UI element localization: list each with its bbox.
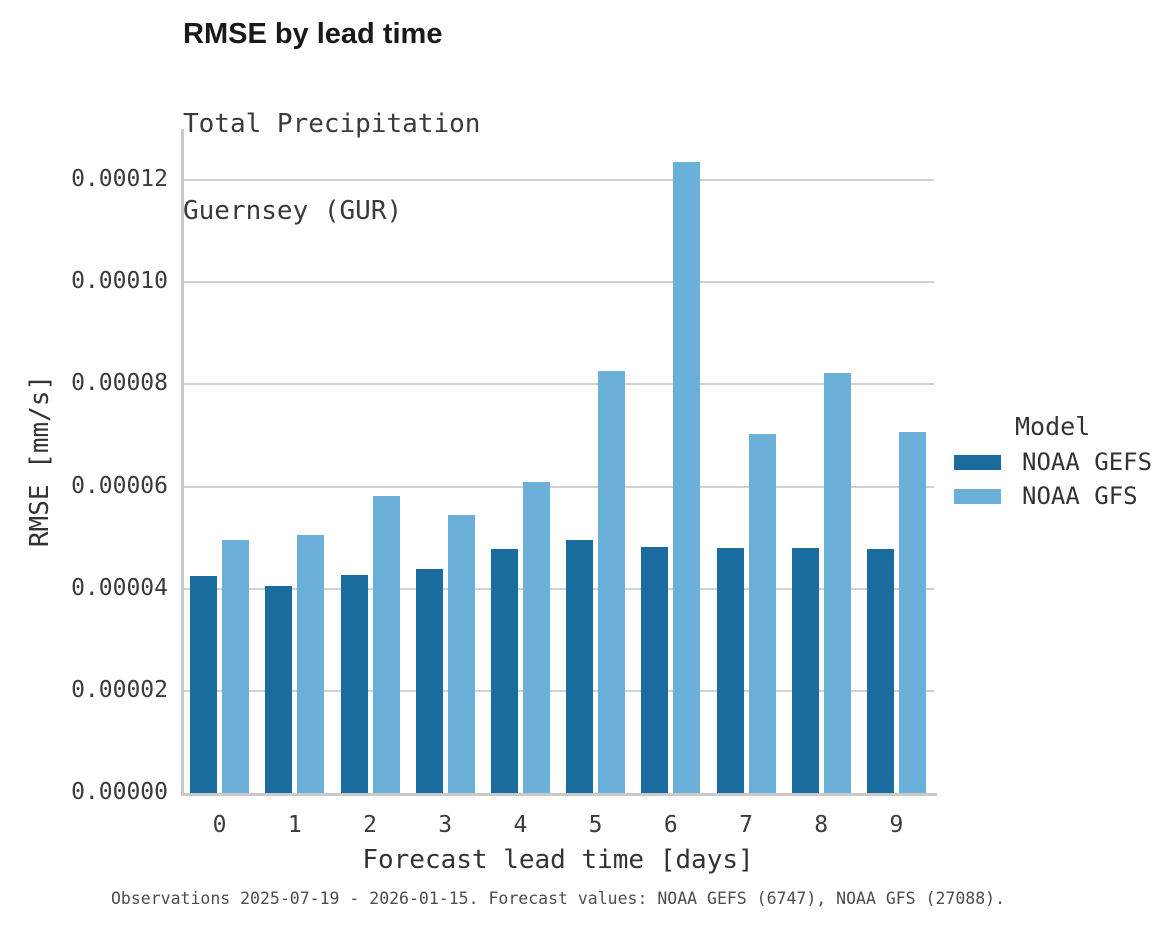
bar-noaa-gefs-lead-4	[490, 549, 518, 793]
bar-noaa-gefs-lead-9	[866, 548, 894, 793]
legend-item-label: NOAA GEFS	[1022, 448, 1153, 476]
bar-noaa-gefs-lead-3	[415, 568, 443, 793]
x-tick-label-4: 4	[513, 812, 528, 838]
y-tick-label-0.00004: 0.00004	[71, 574, 168, 601]
gridline-0.00004	[184, 587, 934, 590]
x-axis-line	[181, 793, 937, 796]
y-tick-label-0.00006: 0.00006	[71, 472, 168, 499]
bar-noaa-gfs-lead-9	[898, 431, 926, 793]
legend-items: NOAA GEFS NOAA GFS	[954, 448, 1152, 510]
x-tick-label-1: 1	[287, 812, 302, 838]
y-axis-title: RMSE [mm/s]	[25, 374, 55, 548]
x-tick-label-7: 7	[739, 812, 753, 838]
bar-noaa-gfs-lead-3	[447, 515, 475, 793]
bar-noaa-gfs-lead-5	[598, 370, 626, 793]
legend-swatch-noaa-gefs	[954, 454, 1001, 470]
y-tick-label-0.00000: 0.00000	[71, 778, 168, 805]
x-tick-label-6: 6	[663, 812, 678, 838]
gridline-0.00002	[184, 689, 934, 692]
gridline-0.00010	[184, 281, 934, 284]
x-axis-title: Forecast lead time [days]	[362, 845, 754, 875]
x-tick-label-8: 8	[814, 812, 829, 838]
bar-noaa-gefs-lead-8	[791, 547, 819, 793]
bar-noaa-gfs-lead-7	[748, 433, 776, 793]
bar-noaa-gfs-lead-0	[222, 539, 250, 793]
plot-area	[182, 129, 934, 793]
y-axis-line	[181, 129, 184, 796]
legend-title: Model	[1015, 412, 1091, 441]
chart-subtitle-line-1: Total Precipitation	[183, 109, 481, 139]
legend-swatch-noaa-gfs	[954, 488, 1001, 504]
gridline-0.00006	[184, 485, 934, 488]
bar-noaa-gfs-lead-8	[823, 372, 851, 793]
bar-noaa-gfs-lead-6	[673, 162, 701, 793]
gridline-0.00012	[184, 179, 934, 182]
bar-noaa-gefs-lead-1	[265, 586, 293, 793]
bar-noaa-gefs-lead-6	[641, 546, 669, 793]
bar-noaa-gfs-lead-2	[372, 496, 400, 793]
legend-item-label: NOAA GFS	[1022, 482, 1138, 510]
bar-noaa-gefs-lead-7	[716, 547, 744, 793]
bar-noaa-gfs-lead-4	[522, 482, 550, 793]
bar-noaa-gefs-lead-0	[190, 575, 218, 793]
chart-subtitle: Total Precipitation Guernsey (GUR)	[183, 52, 480, 284]
x-tick-label-9: 9	[889, 812, 904, 838]
x-tick-label-5: 5	[588, 812, 603, 838]
x-tick-label-2: 2	[363, 812, 377, 838]
bar-noaa-gfs-lead-1	[297, 535, 325, 793]
x-tick-label-3: 3	[438, 812, 453, 838]
legend-item-noaa-gefs: NOAA GEFS	[954, 448, 1152, 476]
y-tick-label-0.00002: 0.00002	[71, 676, 168, 703]
bar-noaa-gefs-lead-5	[566, 540, 594, 793]
legend-item-noaa-gfs: NOAA GFS	[954, 482, 1152, 510]
y-tick-label-0.00012: 0.00012	[71, 166, 168, 193]
bar-noaa-gefs-lead-2	[340, 574, 368, 793]
y-tick-label-0.00008: 0.00008	[71, 370, 168, 397]
x-tick-label-0: 0	[212, 812, 227, 838]
chart-title: RMSE by lead time	[183, 18, 443, 50]
caption-text: Observations 2025-07-19 - 2026-01-15. Fo…	[110, 889, 1006, 908]
chart-subtitle-line-2: Guernsey (GUR)	[183, 196, 403, 226]
y-tick-label-0.00010: 0.00010	[71, 268, 168, 295]
gridline-0.00008	[184, 383, 934, 386]
legend: Model NOAA GEFS NOAA GFS	[954, 412, 1152, 522]
